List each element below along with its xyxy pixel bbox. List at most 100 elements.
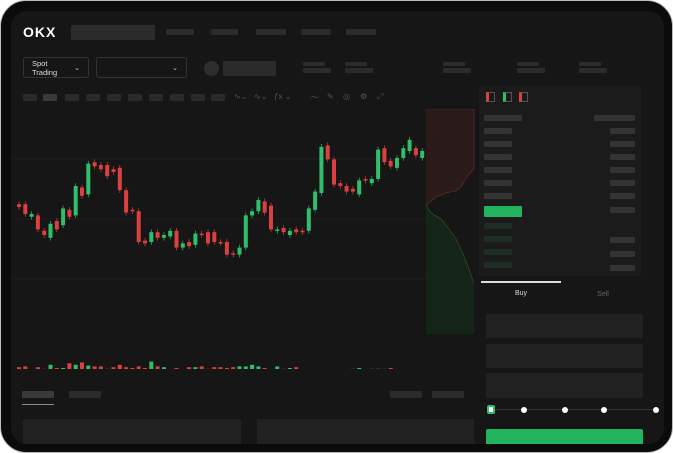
slider-handle[interactable] — [487, 405, 495, 414]
orderbook-asks-icon[interactable] — [519, 92, 528, 102]
tab-open-orders[interactable] — [22, 391, 54, 398]
candle-body — [187, 242, 192, 247]
candle-body — [325, 145, 330, 160]
candle-body — [105, 165, 110, 177]
timeframe-button[interactable] — [107, 94, 121, 101]
candle-body — [401, 148, 406, 158]
amount-slider[interactable] — [491, 409, 656, 410]
timeframe-button[interactable] — [149, 94, 163, 101]
pencil-icon[interactable]: ✎ — [327, 92, 334, 101]
stat-value — [579, 68, 607, 73]
volume-bar — [224, 368, 229, 369]
candle-body — [363, 179, 368, 181]
filter-button[interactable] — [390, 391, 422, 398]
candle-body — [395, 158, 399, 168]
timeframe-button[interactable] — [128, 94, 142, 101]
volume-bar — [231, 367, 236, 369]
volume-bar — [287, 368, 292, 369]
pair-dropdown[interactable]: ⌄ — [96, 57, 187, 78]
candle-body — [256, 200, 261, 212]
total-input[interactable] — [486, 373, 643, 398]
settings-icon[interactable]: ⚙ — [360, 92, 368, 101]
candle-body — [17, 204, 21, 207]
slider-step[interactable] — [601, 407, 607, 413]
stat-value — [443, 68, 471, 73]
price-input[interactable] — [486, 314, 643, 338]
candle-body — [199, 233, 204, 236]
volume-bar — [256, 366, 261, 369]
amount-input[interactable] — [486, 344, 643, 368]
volume-bar — [155, 366, 160, 369]
volume-bar — [23, 366, 28, 369]
stat-label — [517, 62, 539, 66]
candle-body — [218, 242, 223, 244]
dropdown-label: Spot Trading — [32, 58, 58, 77]
candlestick-chart[interactable] — [11, 109, 476, 369]
candle-body — [224, 242, 229, 255]
tab-sell[interactable]: Sell — [597, 291, 609, 298]
stat-value — [303, 68, 331, 73]
candle-body — [180, 243, 185, 248]
stat-label — [443, 62, 465, 66]
spot-trading-dropdown[interactable]: Spot Trading ⌄ — [23, 57, 89, 78]
candle-body — [86, 163, 91, 195]
bid-price — [484, 249, 512, 255]
nav-item[interactable] — [211, 29, 238, 35]
volume-bar — [212, 367, 217, 369]
bid-size — [610, 237, 635, 243]
slider-step[interactable] — [521, 407, 527, 413]
line-chart-icon[interactable]: 〜 — [311, 93, 319, 102]
timeframe-button[interactable] — [170, 94, 184, 101]
coin-icon — [204, 61, 219, 76]
timeframe-button[interactable] — [43, 94, 57, 101]
nav-item[interactable] — [166, 29, 194, 35]
volume-bar — [199, 366, 204, 369]
nav-item[interactable] — [256, 29, 286, 35]
fullscreen-icon[interactable]: ⤢ — [377, 92, 384, 101]
candle-body — [350, 188, 355, 192]
volume-bar — [61, 368, 66, 369]
orderbook-bids-icon[interactable] — [503, 92, 512, 102]
timeframe-button[interactable] — [86, 94, 100, 101]
stat-label — [345, 62, 367, 66]
buy-button[interactable] — [486, 429, 643, 444]
timeframe-button[interactable] — [211, 94, 225, 101]
volume-bar — [17, 367, 21, 369]
orderbook-header — [594, 115, 635, 121]
orderbook-both-icon[interactable] — [486, 92, 495, 102]
candle-body — [61, 208, 66, 226]
candle-style-icon[interactable]: ∿⌄ — [234, 92, 248, 101]
candle-body — [80, 187, 84, 196]
candle-body — [23, 204, 28, 214]
candle-body — [35, 215, 40, 230]
tab-underline — [22, 404, 54, 405]
timeframe-button[interactable] — [191, 94, 205, 101]
timeframe-button[interactable] — [23, 94, 37, 101]
candle-body — [407, 139, 412, 151]
indicator-icon[interactable]: ∿⌄ — [254, 92, 268, 101]
candle-body — [231, 253, 236, 255]
ask-size — [610, 180, 635, 186]
volume-bar — [73, 364, 78, 369]
volume-bar — [243, 366, 248, 369]
order-book — [479, 86, 641, 276]
volume-bar — [67, 363, 72, 369]
tab-order-history[interactable] — [69, 391, 101, 398]
volume-bar — [262, 368, 267, 369]
slider-step[interactable] — [653, 407, 659, 413]
volume-bar — [275, 366, 280, 369]
volume-bar — [218, 367, 223, 369]
ask-size — [610, 167, 635, 173]
target-icon[interactable]: ◎ — [343, 92, 350, 101]
timeframe-button[interactable] — [65, 94, 79, 101]
search-bar[interactable] — [71, 25, 155, 40]
nav-item[interactable] — [301, 29, 331, 35]
candle-body — [98, 165, 103, 170]
tab-buy[interactable]: Buy — [514, 290, 528, 297]
function-icon[interactable]: ƒx ⌄ — [274, 92, 292, 101]
filter-button[interactable] — [432, 391, 464, 398]
nav-item[interactable] — [346, 29, 376, 35]
slider-step[interactable] — [562, 407, 568, 413]
chevron-down-icon: ⌄ — [172, 64, 178, 72]
